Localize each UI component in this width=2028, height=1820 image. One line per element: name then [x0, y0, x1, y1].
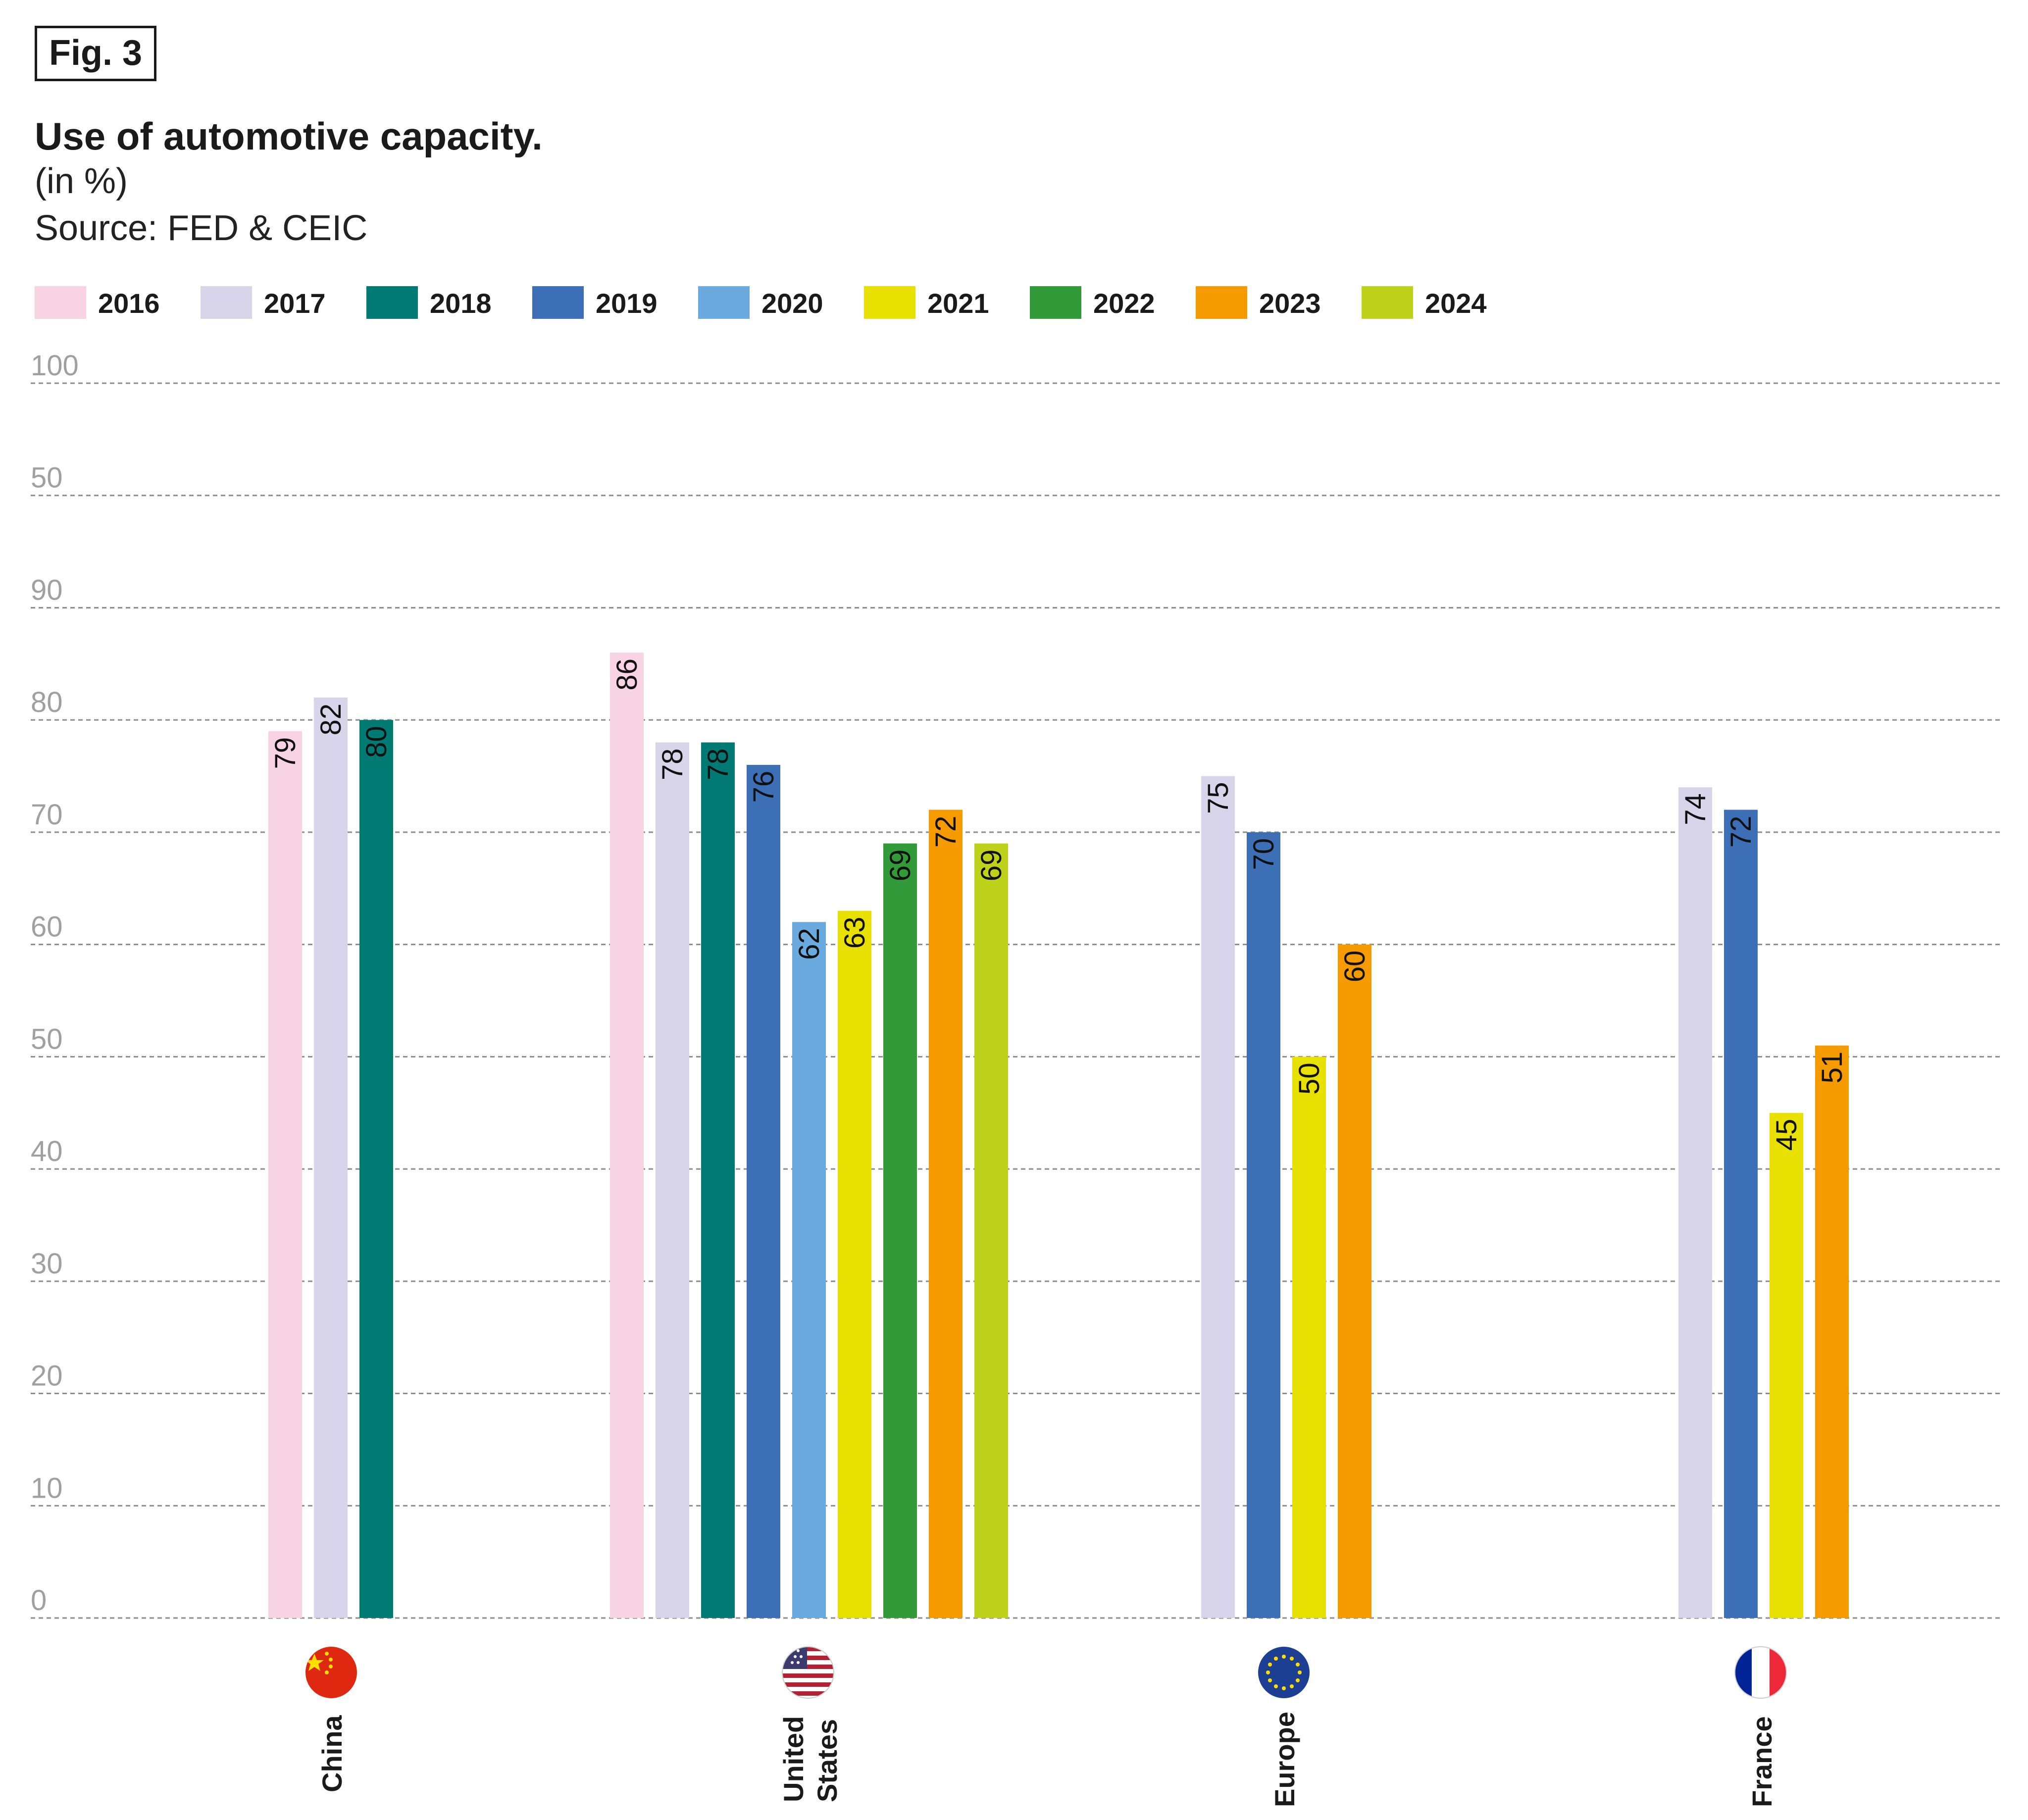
- bar-france-2017: [1678, 787, 1712, 1618]
- bar-value-label: 69: [975, 850, 1008, 882]
- bar-china-2018: [359, 720, 393, 1618]
- bar-europe-2023: [1338, 944, 1371, 1618]
- bar-europe-2021: [1292, 1057, 1326, 1618]
- legend-swatch-2022: [1030, 286, 1081, 319]
- legend-label-2019: 2019: [596, 288, 658, 319]
- bar-value-label: 72: [1725, 816, 1757, 848]
- bar-united-states-2019: [747, 764, 780, 1618]
- bar-value-label: 75: [1202, 782, 1234, 814]
- legend-swatch-2019: [532, 286, 584, 319]
- us-flag-icon: [782, 1646, 834, 1699]
- y-tick-label: 50: [31, 1023, 63, 1055]
- legend-label-2020: 2020: [761, 288, 823, 319]
- bar-united-states-2022: [883, 843, 917, 1618]
- legend-swatch-2021: [864, 286, 915, 319]
- bar-value-label: 51: [1816, 1052, 1848, 1084]
- legend-label-2023: 2023: [1259, 288, 1321, 319]
- figure-label: Fig. 3: [35, 26, 157, 81]
- legend: 2016 2017 2018 2019 2020 2021 2022 2023 2024: [35, 286, 1487, 319]
- legend-label-2021: 2021: [927, 288, 989, 319]
- y-tick-label: 70: [31, 799, 63, 831]
- bar-united-states-2020: [792, 922, 826, 1618]
- legend-swatch-2020: [698, 286, 750, 319]
- legend-swatch-2023: [1196, 286, 1247, 319]
- bar-united-states-2021: [838, 910, 871, 1618]
- bar-united-states-2017: [656, 742, 689, 1618]
- source-note: Source: FED & CEIC: [35, 208, 368, 248]
- legend-swatch-2016: [35, 286, 86, 319]
- bar-value-label: 86: [611, 658, 643, 691]
- bar-value-label: 69: [884, 850, 916, 882]
- category-label-europe: Europe: [1269, 1712, 1300, 1807]
- bar-value-label: 74: [1679, 793, 1712, 825]
- bar-china-2017: [314, 697, 348, 1618]
- category-label-france: France: [1746, 1716, 1777, 1807]
- chart-title: Use of automotive capacity.: [35, 114, 543, 158]
- bar-value-label: 60: [1339, 951, 1371, 983]
- bar-europe-2017: [1201, 776, 1235, 1618]
- bar-value-label: 76: [748, 771, 780, 803]
- legend-label-2024: 2024: [1425, 288, 1487, 319]
- y-tick-label: 100: [31, 350, 79, 382]
- bar-value-label: 63: [839, 917, 871, 949]
- legend-label-2022: 2022: [1093, 288, 1155, 319]
- y-tick-label: 90: [31, 574, 63, 606]
- legend-label-2016: 2016: [98, 288, 160, 319]
- bar-value-label: 62: [793, 928, 825, 960]
- legend-swatch-2017: [201, 286, 252, 319]
- y-tick-label: 80: [31, 686, 63, 718]
- bar-value-label: 80: [360, 726, 393, 758]
- y-tick-label: 20: [31, 1360, 63, 1392]
- y-tick-label: 30: [31, 1248, 63, 1280]
- y-tick-label: 50: [31, 462, 63, 494]
- category-label-us-line2: States: [811, 1719, 843, 1802]
- bar-united-states-2016: [610, 653, 644, 1618]
- bars: 79 82 80 86 78 78 76 62 63 69 72 69 75 70 50 60 74 72 45 51: [268, 653, 1849, 1618]
- bar-united-states-2023: [929, 809, 963, 1618]
- bar-value-label: 72: [930, 816, 962, 848]
- y-tick-label: 40: [31, 1135, 63, 1167]
- china-flag-icon: [305, 1647, 357, 1698]
- bar-value-label: 78: [702, 749, 734, 781]
- bar-france-2023: [1815, 1045, 1849, 1618]
- bar-united-states-2024: [974, 843, 1008, 1618]
- category-label-us-line1: United: [778, 1716, 809, 1802]
- bar-france-2021: [1770, 1112, 1803, 1618]
- eu-flag-icon: [1258, 1647, 1310, 1698]
- grid-lines: 0 10 20 30 40 50 60 70 80 90 50 100: [31, 350, 2000, 1619]
- category-label-china: China: [316, 1715, 348, 1792]
- unit-note: (in %): [35, 161, 128, 201]
- bar-value-label: 50: [1293, 1062, 1325, 1095]
- legend-label-2018: 2018: [430, 288, 492, 319]
- bar-value-label: 70: [1248, 838, 1280, 870]
- bar-value-label: 78: [657, 749, 689, 781]
- bar-china-2016: [268, 731, 302, 1618]
- y-tick-label: 10: [31, 1472, 63, 1504]
- bar-value-label: 82: [315, 704, 347, 736]
- bar-france-2019: [1724, 809, 1758, 1618]
- y-tick-label: 60: [31, 911, 63, 943]
- y-tick-label: 0: [31, 1584, 47, 1617]
- bar-value-label: 45: [1771, 1119, 1803, 1151]
- legend-swatch-2018: [366, 286, 418, 319]
- legend-label-2017: 2017: [264, 288, 326, 319]
- legend-swatch-2024: [1362, 286, 1413, 319]
- bar-value-label: 79: [269, 737, 302, 769]
- bar-united-states-2018: [701, 742, 735, 1618]
- bar-europe-2019: [1247, 832, 1280, 1618]
- france-flag-icon: [1734, 1646, 1787, 1699]
